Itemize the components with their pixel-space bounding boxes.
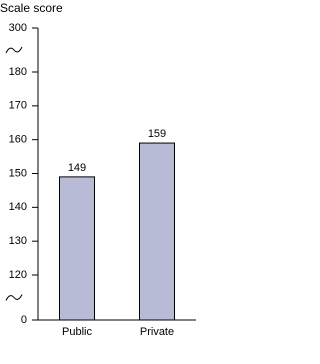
bar	[139, 142, 175, 321]
y-tick-label: 170	[9, 100, 27, 112]
y-tick-label: 300	[9, 22, 27, 34]
y-axis-label: Scale score	[0, 1, 63, 15]
data-label: 149	[68, 162, 86, 174]
chart: Scale score 0 120 130 140 150 160 170 180 300 Pub…	[0, 1, 196, 338]
axis-break	[5, 294, 23, 301]
y-tick-label: 140	[9, 201, 27, 213]
y-tick-label: 120	[9, 269, 27, 281]
axis-breaks	[5, 46, 23, 301]
y-tick-label: 150	[9, 167, 27, 179]
data-label: 159	[148, 128, 166, 140]
y-tick-label: 160	[9, 134, 27, 146]
y-tick-label: 0	[21, 314, 27, 326]
bar	[59, 176, 95, 321]
x-tick-label: Public	[62, 326, 92, 338]
axis-break	[5, 46, 23, 54]
y-tick-label: 180	[9, 66, 27, 78]
x-tick-label: Private	[140, 326, 174, 338]
y-tick-label: 130	[9, 235, 27, 247]
